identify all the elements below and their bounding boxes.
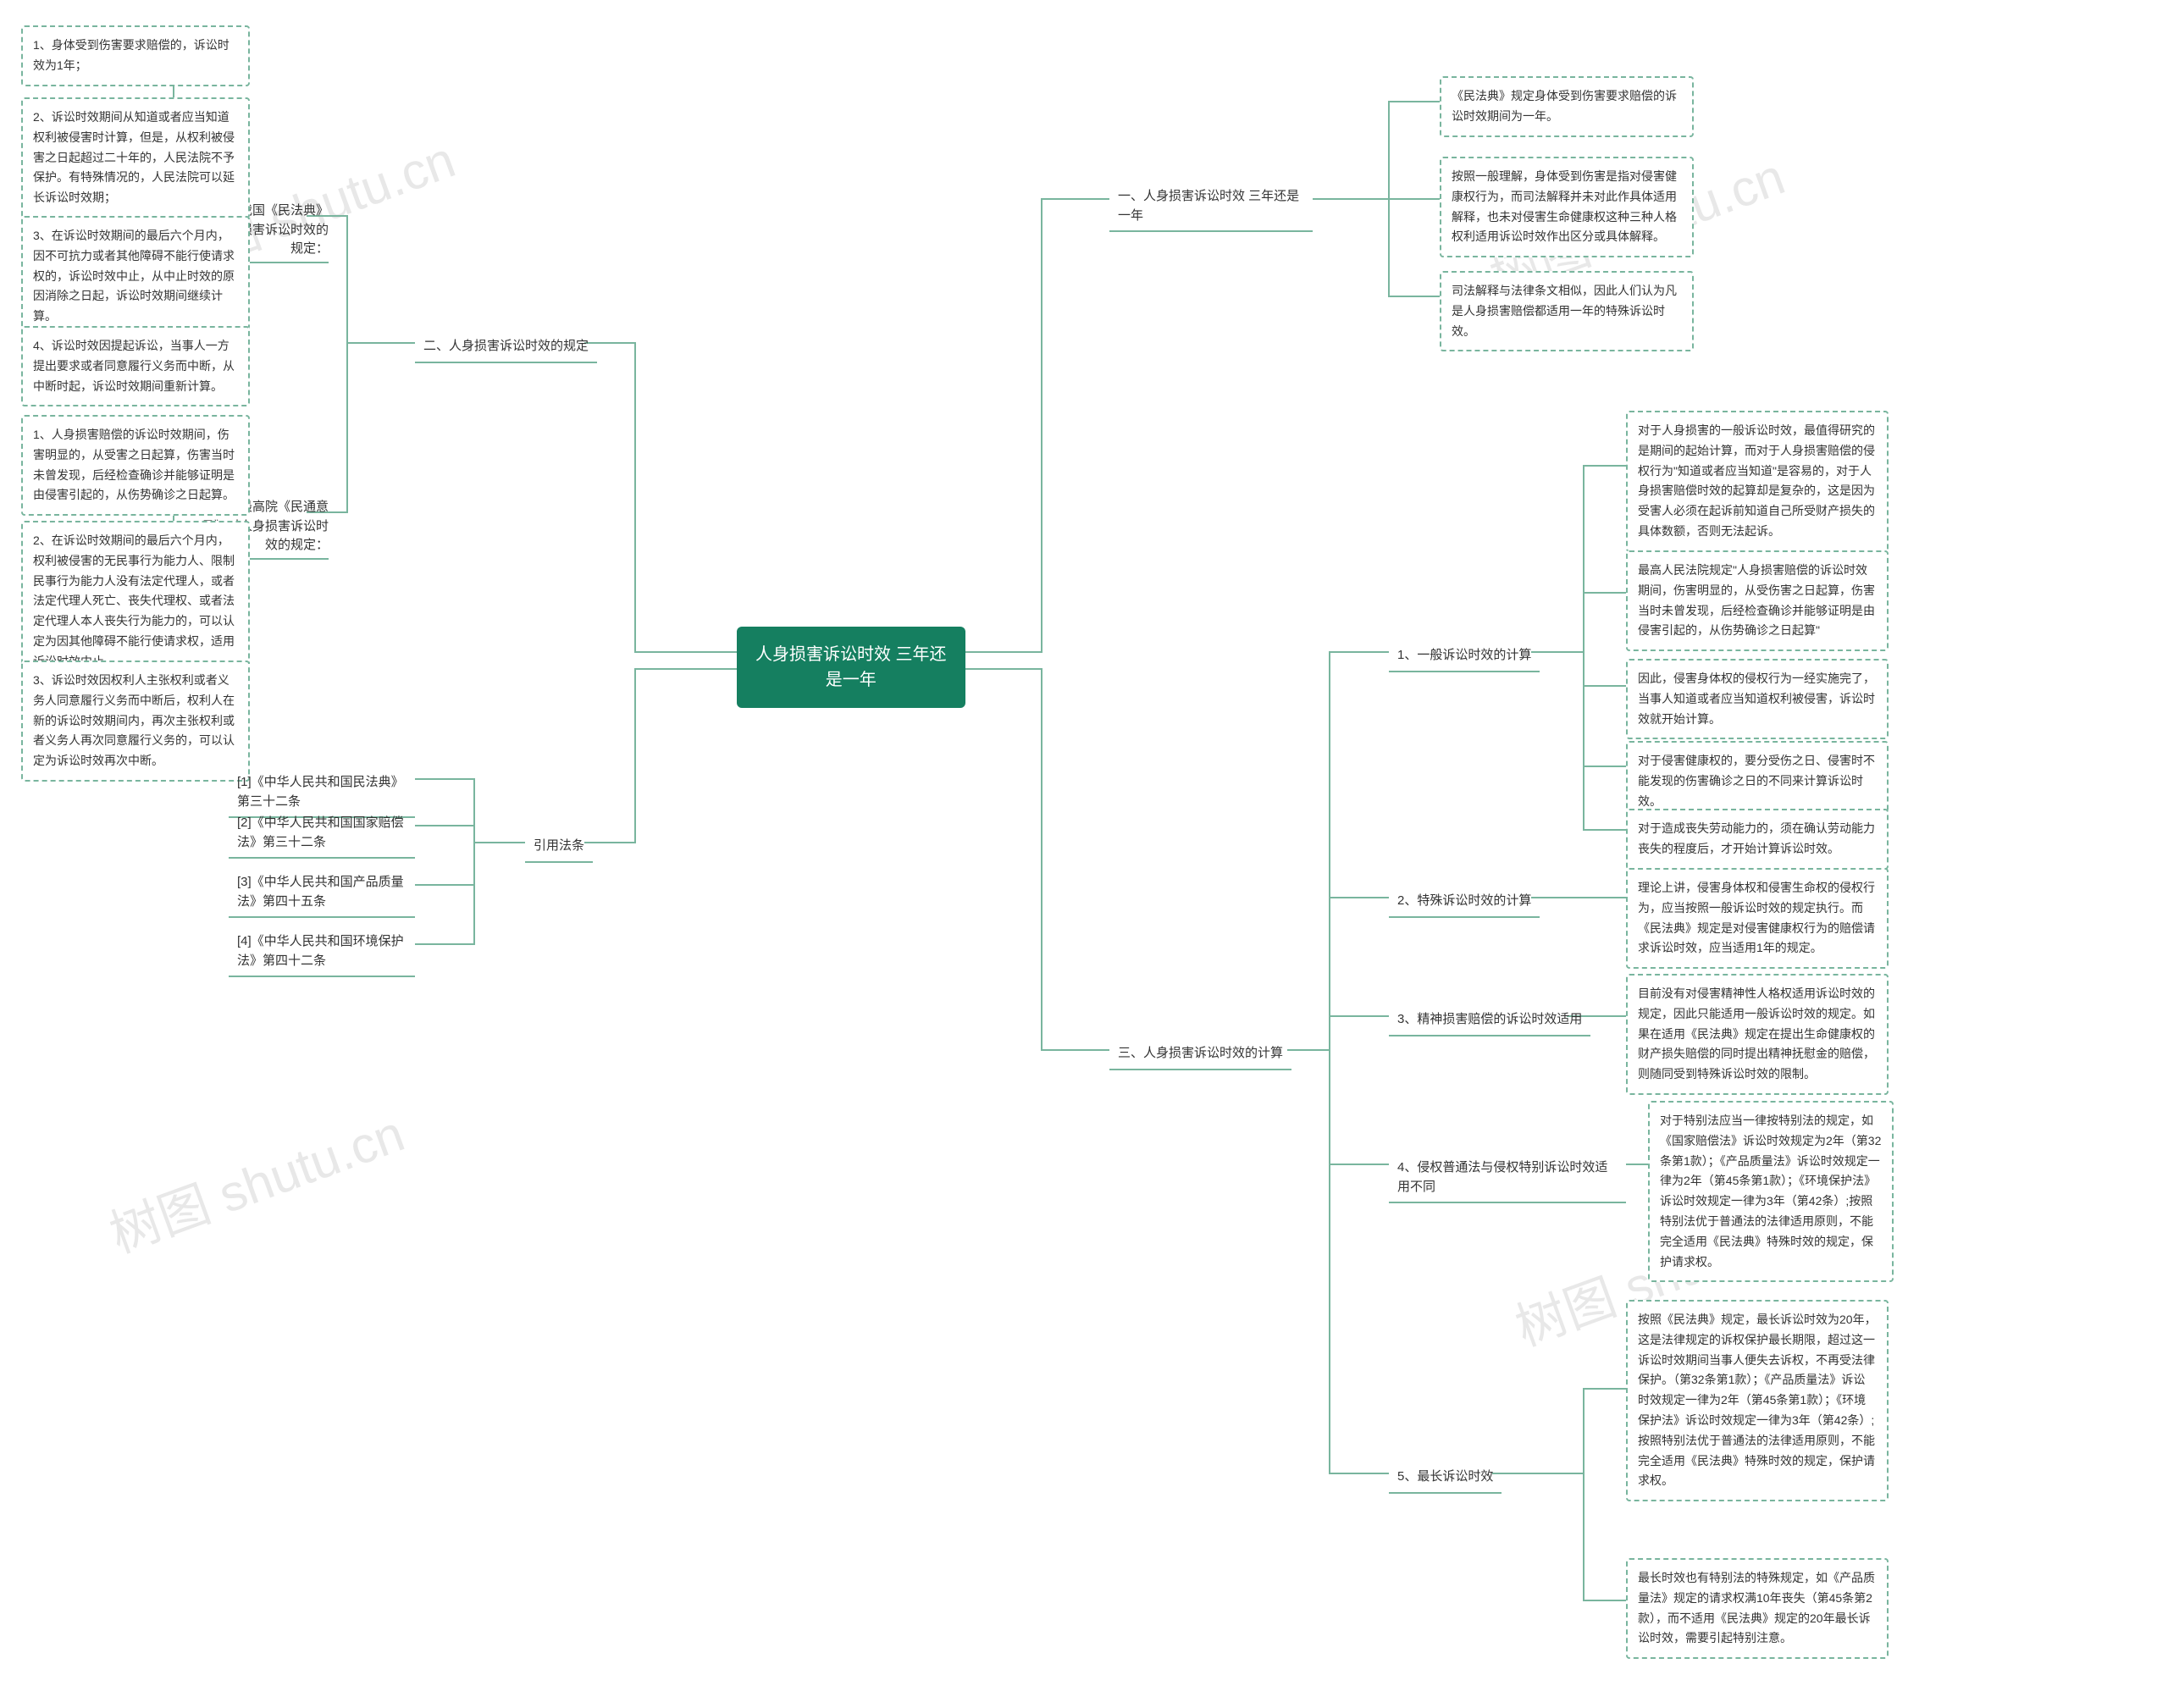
leaf-b2s1-3: 4、诉讼时效因提起诉讼，当事人一方提出要求或者同意履行义务而中断，从中断时起，诉… xyxy=(21,326,250,406)
leaf-b4-1: [2]《中华人民共和国国家赔偿法》第三十二条 xyxy=(229,809,415,859)
leaf-b2s2-0: 1、人身损害赔偿的诉讼时效期间，伤害明显的，从受害之日起算，伤害当时未曾发现，后… xyxy=(21,415,250,516)
leaf-b2s2-2: 3、诉讼时效因权利人主张权利或者义务人同意履行义务而中断后，权利人在新的诉讼时效… xyxy=(21,661,250,782)
leaf-br1-1: 按照一般理解，身体受到伤害是指对侵害健康权行为，而司法解释并未对此作具体适用解释… xyxy=(1440,157,1694,257)
branch-3-sub3: 3、精神损害赔偿的诉讼时效适用 xyxy=(1389,1005,1590,1036)
leaf-b4-3: [4]《中华人民共和国环境保护法》第四十二条 xyxy=(229,927,415,977)
leaf-b2s1-0: 1、身体受到伤害要求赔偿的，诉讼时效为1年； xyxy=(21,25,250,86)
leaf-b3s1-4: 对于造成丧失劳动能力的，须在确认劳动能力丧失的程度后，才开始计算诉讼时效。 xyxy=(1626,809,1889,870)
leaf-b2s1-1: 2、诉讼时效期间从知道或者应当知道权利被侵害时计算，但是，从权利被侵害之日起超过… xyxy=(21,97,250,218)
leaf-b3s3: 目前没有对侵害精神性人格权适用诉讼时效的规定，因此只能适用一般诉讼时效的规定。如… xyxy=(1626,974,1889,1095)
center-node: 人身损害诉讼时效 三年还 是一年 xyxy=(737,627,965,708)
leaf-b3s5-1: 最长时效也有特别法的特殊规定，如《产品质量法》规定的请求权满10年丧失（第45条… xyxy=(1626,1558,1889,1659)
leaf-b3s2: 理论上讲，侵害身体权和侵害生命权的侵权行为，应当按照一般诉讼时效的规定执行。而《… xyxy=(1626,868,1889,969)
leaf-b3s1-0: 对于人身损害的一般诉讼时效，最值得研究的是期间的起始计算，而对于人身损害赔偿的侵… xyxy=(1626,411,1889,552)
branch-3-sub5: 5、最长诉讼时效 xyxy=(1389,1462,1502,1494)
leaf-b3s1-2: 因此，侵害身体权的侵权行为一经实施完了，当事人知道或者应当知道权利被侵害，诉讼时… xyxy=(1626,659,1889,739)
watermark: 树图 shutu.cn xyxy=(98,1092,412,1267)
leaf-b4-2: [3]《中华人民共和国产品质量法》第四十五条 xyxy=(229,868,415,918)
center-title-l2: 是一年 xyxy=(755,667,947,693)
branch-3-sub1: 1、一般诉讼时效的计算 xyxy=(1389,641,1540,672)
branch-3-sub2: 2、特殊诉讼时效的计算 xyxy=(1389,887,1540,918)
leaf-br1-2: 司法解释与法律条文相似，因此人们认为凡是人身损害赔偿都适用一年的特殊诉讼时效。 xyxy=(1440,271,1694,351)
leaf-br1-0: 《民法典》规定身体受到伤害要求赔偿的诉讼时效期间为一年。 xyxy=(1440,76,1694,137)
branch-3: 三、人身损害诉讼时效的计算 xyxy=(1109,1039,1291,1070)
leaf-b3s5-0: 按照《民法典》规定，最长诉讼时效为20年，这是法律规定的诉权保护最长期限，超过这… xyxy=(1626,1300,1889,1501)
leaf-b3s4: 对于特别法应当一律按特别法的规定，如《国家赔偿法》诉讼时效规定为2年（第32条第… xyxy=(1648,1101,1894,1282)
branch-1: 一、人身损害诉讼时效 三年还是一年 xyxy=(1109,182,1313,232)
leaf-b3s1-1: 最高人民法院规定"人身损害赔偿的诉讼时效期间，伤害明显的，从受伤害之日起算，伤害… xyxy=(1626,550,1889,651)
branch-3-sub4: 4、侵权普通法与侵权特别诉讼时效适用不同 xyxy=(1389,1153,1626,1203)
branch-4: 引用法条 xyxy=(525,832,593,863)
center-title-l1: 人身损害诉讼时效 三年还 xyxy=(755,642,947,667)
leaf-b2s2-1: 2、在诉讼时效期间的最后六个月内，权利被侵害的无民事行为能力人、限制民事行为能力… xyxy=(21,521,250,683)
leaf-b2s1-2: 3、在诉讼时效期间的最后六个月内，因不可抗力或者其他障碍不能行使请求权的，诉讼时… xyxy=(21,216,250,337)
branch-2: 二、人身损害诉讼时效的规定 xyxy=(415,332,597,363)
